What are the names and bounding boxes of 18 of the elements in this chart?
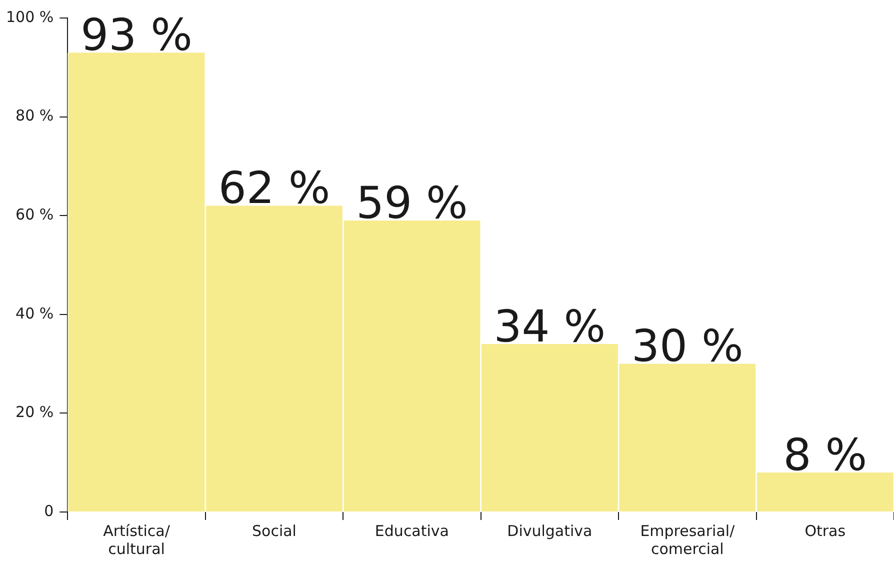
y-tick-label: 0 (44, 502, 54, 520)
y-tick-label: 20 % (16, 403, 54, 422)
data-label: 34 % (494, 301, 606, 352)
x-tick-label: Otras (804, 522, 846, 540)
data-label: 62 % (218, 163, 330, 214)
data-label: 8 % (783, 430, 868, 481)
y-tick-label: 60 % (16, 205, 54, 224)
x-tick-label: Divulgativa (507, 522, 592, 540)
y-tick-label: 80 % (16, 106, 54, 125)
y-tick-label: 100 % (6, 8, 54, 26)
x-tick-label: Educativa (374, 522, 449, 540)
data-label: 30 % (632, 321, 744, 372)
x-tick-label: Empresarial/ comercial (640, 522, 736, 558)
data-label: 93 % (80, 10, 192, 62)
data-label: 59 % (356, 178, 468, 229)
x-tick-label: Artística/ cultural (103, 522, 171, 558)
y-tick-label: 40 % (16, 304, 54, 322)
x-tick-label: Social (252, 522, 296, 540)
